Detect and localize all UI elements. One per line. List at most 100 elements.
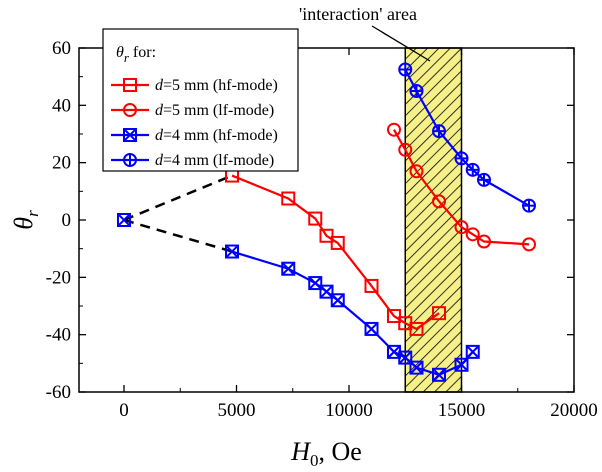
x-axis-title-rest: , Oe	[318, 437, 361, 466]
legend-entry-label: d=5 mm (hf-mode)	[155, 77, 278, 94]
data-point-series-2	[308, 276, 323, 291]
x-tick-label: 5000	[218, 400, 256, 421]
marker-shape	[225, 244, 239, 259]
y-tick-label: -40	[46, 325, 71, 346]
marker-shape	[387, 122, 401, 137]
legend-entry-text: =5 mm (lf-mode)	[163, 102, 274, 119]
marker-cross	[432, 368, 446, 382]
data-point-series-2	[319, 284, 334, 299]
legend-entry-text: =4 mm (hf-mode)	[163, 127, 278, 144]
marker-shape	[330, 235, 345, 250]
interaction-area-label: 'interaction' area	[299, 4, 417, 24]
legend-entry-italic: d	[155, 152, 164, 169]
data-point-series-1	[409, 164, 424, 179]
data-point-series-2	[465, 344, 480, 359]
legend: θr for:d=5 mm (hf-mode)d=5 mm (lf-mode)d…	[102, 28, 299, 172]
marker-cross	[466, 345, 480, 359]
marker-cross	[281, 262, 295, 276]
legend-entry-label: d=4 mm (lf-mode)	[155, 152, 274, 169]
legend-entry-italic: d	[155, 77, 164, 94]
marker-shape	[465, 344, 480, 359]
marker-shape	[454, 357, 469, 372]
legend-entry-label: d=5 mm (lf-mode)	[155, 102, 274, 119]
marker-shape	[281, 261, 296, 276]
data-point-series-0	[281, 191, 296, 206]
marker-shape	[281, 191, 296, 206]
data-point-series-3	[477, 172, 491, 187]
x-tick-label: 20000	[550, 400, 598, 421]
marker-shape	[398, 350, 413, 365]
marker-shape	[409, 321, 424, 336]
x-axis-title-sub: 0	[310, 451, 319, 470]
marker-shape	[465, 227, 480, 242]
dashed-guide-line	[123, 218, 233, 253]
data-point-series-3	[454, 151, 469, 166]
y-axis-title: θr	[9, 210, 42, 230]
y-tick-label: -60	[46, 382, 71, 403]
marker-cross	[409, 360, 424, 375]
series-markers-layer	[117, 62, 536, 382]
x-tick-label: 15000	[438, 400, 486, 421]
marker-shape	[454, 220, 469, 235]
legend-title: θr for:	[116, 44, 156, 65]
interaction-area	[404, 47, 463, 393]
marker-cross	[398, 350, 412, 365]
data-point-series-1	[454, 220, 469, 235]
data-point-series-2	[225, 244, 239, 259]
data-point-series-2	[330, 293, 345, 308]
y-tick-label: -20	[46, 267, 71, 288]
data-point-series-2	[387, 344, 401, 359]
marker-shape	[409, 164, 424, 179]
data-point-series-1	[522, 237, 536, 252]
legend-swatch-marker	[123, 78, 137, 92]
marker-shape	[123, 78, 137, 92]
marker-shape	[398, 142, 413, 157]
marker-shape	[432, 306, 446, 321]
legend-box	[102, 28, 299, 172]
data-point-series-0	[432, 306, 446, 321]
data-point-series-0	[330, 235, 345, 250]
data-point-series-0	[308, 211, 323, 226]
data-point-series-2	[281, 261, 296, 276]
data-point-series-2	[432, 367, 446, 382]
marker-cross	[319, 284, 334, 299]
legend-entry-text: =5 mm (hf-mode)	[163, 77, 278, 94]
x-tick-label: 0	[119, 400, 129, 421]
data-point-series-3	[409, 84, 424, 98]
marker-shape	[123, 128, 137, 142]
axes-layer: 0 5000 10000 15000 20000-60-40-200204060H0, …	[9, 38, 598, 470]
annotation-layer: 'interaction' area	[299, 4, 431, 62]
data-point-series-0	[409, 321, 424, 336]
x-tick-label: 10000	[325, 400, 373, 421]
data-point-series-0	[364, 278, 379, 293]
marker-shape	[522, 237, 536, 252]
legend-swatch-marker	[123, 153, 137, 167]
marker-shape	[319, 284, 334, 299]
origin-point	[117, 213, 131, 227]
marker-shape	[308, 211, 323, 226]
legend-entry-label: d=4 mm (hf-mode)	[155, 127, 278, 144]
marker-shape	[432, 367, 446, 382]
marker-shape	[123, 103, 137, 117]
marker-cross	[308, 276, 322, 290]
marker-cross	[331, 293, 345, 307]
marker-cross	[225, 244, 239, 259]
marker-shape	[364, 321, 379, 336]
y-tick-label: 60	[52, 38, 71, 59]
y-axis-title-main: θ	[9, 217, 38, 230]
marker-shape	[117, 213, 131, 227]
data-point-series-1	[387, 122, 401, 137]
data-point-series-0	[319, 228, 334, 243]
data-point-series-2	[364, 321, 379, 336]
data-point-series-2	[454, 357, 469, 372]
series-line-1	[393, 129, 530, 246]
marker-shape	[319, 228, 334, 243]
marker-cross	[364, 322, 379, 336]
data-point-series-3	[522, 198, 536, 213]
data-point-series-3	[432, 124, 446, 139]
legend-entry-italic: d	[155, 127, 164, 144]
legend-title-sub: r	[124, 50, 130, 65]
series-line-2	[231, 250, 474, 376]
data-point-series-0	[387, 309, 401, 324]
